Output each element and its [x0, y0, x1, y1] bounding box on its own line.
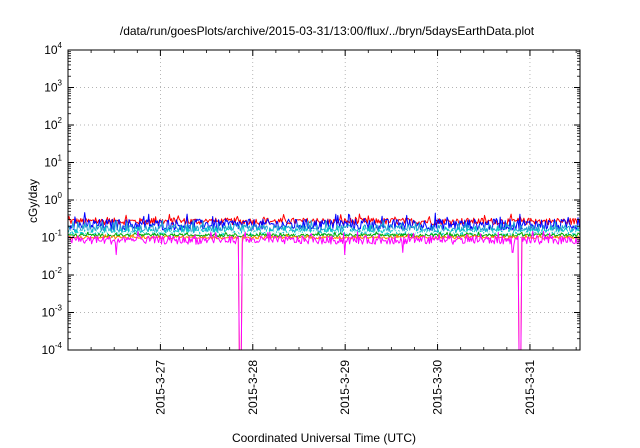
- y-axis-label: cGy/day: [26, 179, 40, 223]
- y-tick-base: 10: [42, 306, 56, 320]
- y-tick-exponent: -2: [55, 266, 63, 275]
- x-tick-label: 2015-3-31: [523, 360, 537, 415]
- y-tick-base: 10: [42, 268, 56, 282]
- y-tick-exponent: -1: [55, 229, 63, 238]
- y-tick-label: 104: [44, 41, 62, 57]
- chart-title: /data/run/goesPlots/archive/2015-03-31/1…: [120, 24, 535, 38]
- x-tick-label: 2015-3-28: [246, 360, 260, 415]
- x-tick-label: 2015-3-27: [153, 360, 167, 415]
- y-tick-base: 10: [42, 343, 56, 357]
- y-tick-label: 10-2: [42, 266, 63, 282]
- y-tick-base: 10: [42, 231, 56, 245]
- data-series-line: [67, 212, 581, 231]
- y-tick-exponent: -4: [55, 341, 63, 350]
- y-tick-exponent: 1: [58, 154, 63, 163]
- data-series-line: [67, 231, 581, 238]
- y-tick-exponent: 0: [58, 191, 63, 200]
- y-tick-base: 10: [44, 193, 58, 207]
- y-tick-label: 10-1: [42, 229, 63, 245]
- y-tick-exponent: 2: [58, 116, 63, 125]
- y-tick-base: 10: [44, 118, 58, 132]
- y-tick-label: 10-3: [42, 304, 63, 320]
- data-series-line: [67, 233, 580, 351]
- y-tick-exponent: 3: [58, 79, 63, 88]
- series-group: [67, 212, 581, 351]
- y-tick-label: 100: [44, 191, 62, 207]
- y-tick-base: 10: [44, 43, 58, 57]
- grid: [68, 50, 580, 350]
- y-tick-label: 10-4: [42, 341, 63, 357]
- x-axis-label: Coordinated Universal Time (UTC): [232, 431, 416, 445]
- y-tick-base: 10: [44, 81, 58, 95]
- y-tick-label: 103: [44, 79, 62, 95]
- y-tick-label: 101: [44, 154, 62, 170]
- y-tick-label: 102: [44, 116, 62, 132]
- y-tick-base: 10: [44, 156, 58, 170]
- y-tick-exponent: -3: [55, 304, 63, 313]
- axis-ticks: 10-410-310-210-11001011021031042015-3-27…: [42, 41, 580, 415]
- data-series-line: [67, 230, 581, 351]
- x-tick-label: 2015-3-30: [431, 360, 445, 415]
- y-tick-exponent: 4: [58, 41, 63, 50]
- x-tick-label: 2015-3-29: [338, 360, 352, 415]
- data-series-line: [67, 219, 581, 234]
